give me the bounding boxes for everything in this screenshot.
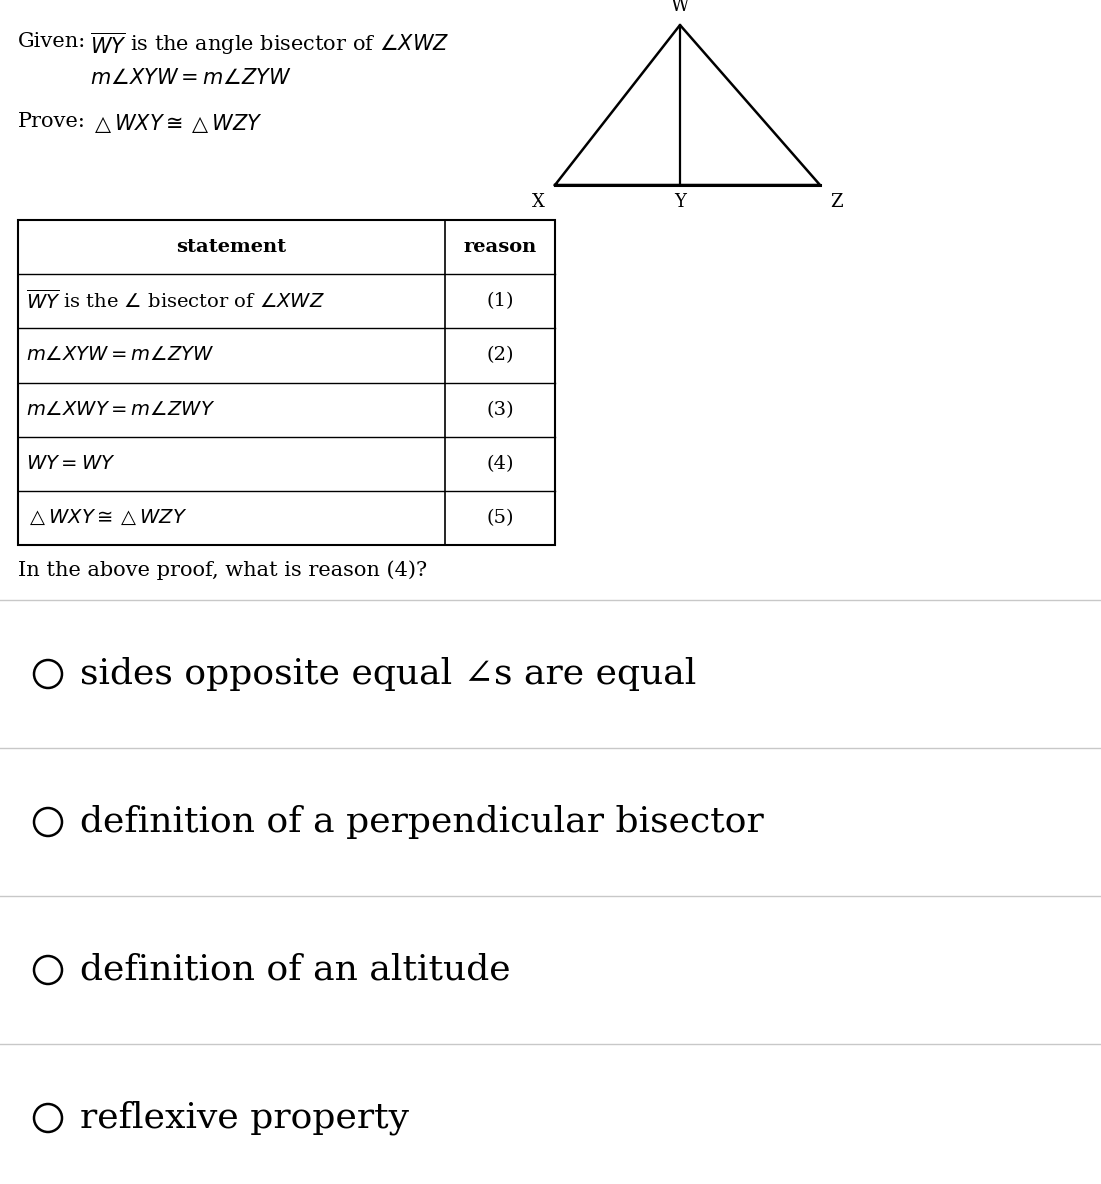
Text: $\triangle WXY \cong \triangle WZY$: $\triangle WXY \cong \triangle WZY$ xyxy=(90,112,263,135)
Text: reason: reason xyxy=(464,238,536,256)
Text: (1): (1) xyxy=(487,292,514,310)
Text: $\triangle WXY \cong \triangle WZY$: $\triangle WXY \cong \triangle WZY$ xyxy=(26,508,187,528)
Text: $\overline{WY}$: $\overline{WY}$ xyxy=(90,32,127,58)
Bar xyxy=(18,220,555,545)
Text: sides opposite equal ∠s are equal: sides opposite equal ∠s are equal xyxy=(80,657,696,691)
Text: $\overline{WY}$ is the $\angle$ bisector of $\angle XWZ$: $\overline{WY}$ is the $\angle$ bisector… xyxy=(26,289,325,313)
Text: (5): (5) xyxy=(487,509,514,527)
Text: (4): (4) xyxy=(487,455,514,472)
Text: $WY = WY$: $WY = WY$ xyxy=(26,455,116,472)
Text: (3): (3) xyxy=(487,400,514,419)
Text: Z: Z xyxy=(830,193,842,211)
Text: (2): (2) xyxy=(487,347,514,365)
Text: statement: statement xyxy=(176,238,286,256)
Circle shape xyxy=(34,955,62,984)
Text: $m\angle XYW = m\angle ZYW$: $m\angle XYW = m\angle ZYW$ xyxy=(90,67,292,88)
Text: is the angle bisector of $\angle XWZ$: is the angle bisector of $\angle XWZ$ xyxy=(130,32,449,56)
Circle shape xyxy=(34,807,62,836)
Circle shape xyxy=(34,659,62,688)
Text: In the above proof, what is reason (4)?: In the above proof, what is reason (4)? xyxy=(18,560,427,580)
Text: $m\angle XYW = m\angle ZYW$: $m\angle XYW = m\angle ZYW$ xyxy=(26,347,215,365)
Text: Y: Y xyxy=(674,193,686,211)
Text: definition of a perpendicular bisector: definition of a perpendicular bisector xyxy=(80,805,764,839)
Text: Prove:: Prove: xyxy=(18,112,86,131)
Text: reflexive property: reflexive property xyxy=(80,1101,408,1135)
Text: W: W xyxy=(671,0,689,15)
Circle shape xyxy=(34,1103,62,1132)
Text: Given:: Given: xyxy=(18,32,86,51)
Text: X: X xyxy=(532,193,545,211)
Text: definition of an altitude: definition of an altitude xyxy=(80,953,511,987)
Text: $m\angle XWY = m\angle ZWY$: $m\angle XWY = m\angle ZWY$ xyxy=(26,400,216,419)
